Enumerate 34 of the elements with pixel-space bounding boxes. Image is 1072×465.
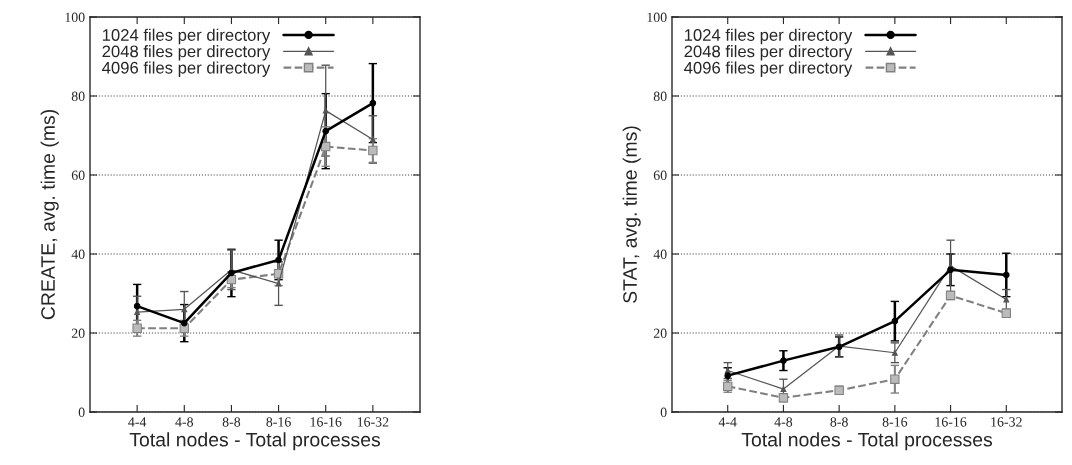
y-tick-label: 0 xyxy=(78,407,85,417)
y-axis-title: STAT, avg. time (ms) xyxy=(622,126,641,303)
y-axis-title: CREATE, avg. time (ms) xyxy=(40,110,59,320)
x-tick-label: 8-16 xyxy=(266,417,291,427)
y-tick-label: 0 xyxy=(660,407,667,417)
legend-label: 1024 files per directory xyxy=(684,28,853,45)
y-tick-label: 80 xyxy=(653,91,667,101)
legend-label: 1024 files per directory xyxy=(102,28,271,45)
x-tick-label: 8-8 xyxy=(222,417,241,427)
x-tick-label: 4-4 xyxy=(128,417,147,427)
y-tick-label: 20 xyxy=(653,328,667,338)
x-tick-label: 4-8 xyxy=(774,417,793,427)
y-tick-label: 20 xyxy=(71,328,85,338)
legend-label: 4096 files per directory xyxy=(684,61,853,77)
x-tick-label: 16-16 xyxy=(935,417,967,427)
y-tick-label: 100 xyxy=(65,12,85,22)
x-axis-title: Total nodes - Total processes xyxy=(129,432,381,451)
legend-label: 2048 files per directory xyxy=(684,45,853,61)
y-tick-label: 80 xyxy=(71,91,85,101)
x-tick-label: 4-8 xyxy=(175,417,194,427)
y-tick-label: 60 xyxy=(653,170,667,180)
x-tick-label: 16-16 xyxy=(310,417,342,427)
x-axis-title: Total nodes - Total processes xyxy=(741,432,993,451)
y-tick-label: 40 xyxy=(71,249,85,259)
y-tick-label: 40 xyxy=(653,249,667,259)
y-tick-label: 100 xyxy=(647,12,667,22)
legend-label: 4096 files per directory xyxy=(102,61,271,77)
y-tick-label: 60 xyxy=(71,170,85,180)
legend-label: 2048 files per directory xyxy=(102,45,271,61)
x-tick-label: 16-32 xyxy=(991,417,1022,427)
x-tick-label: 8-16 xyxy=(882,417,908,427)
x-tick-label: 4-4 xyxy=(718,417,737,427)
x-tick-label: 8-8 xyxy=(830,417,848,427)
x-tick-label: 16-32 xyxy=(357,417,389,427)
